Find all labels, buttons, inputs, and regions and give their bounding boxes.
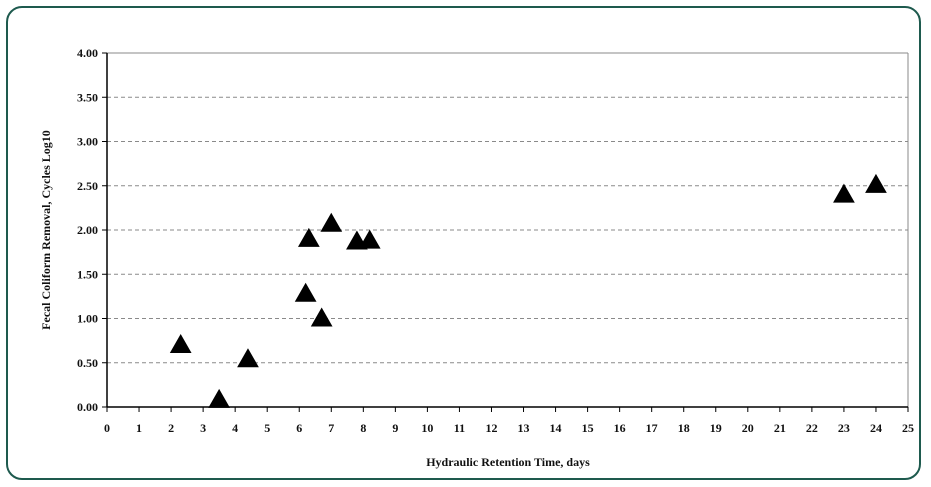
gridlines (107, 52, 908, 364)
x-tick-label-20: 20 (742, 421, 754, 435)
data-points (169, 173, 887, 408)
chart-frame (6, 6, 921, 480)
y-tick-label-4: 2.00 (77, 223, 98, 237)
data-point-0-10 (865, 173, 887, 193)
data-point-0-0 (169, 334, 192, 354)
x-tick-label-19: 19 (710, 421, 722, 435)
data-point-0-5 (310, 307, 333, 327)
axes (102, 52, 909, 412)
x-tick-label-17: 17 (646, 421, 658, 435)
x-tick-label-8: 8 (360, 421, 366, 435)
x-tick-label-0: 0 (104, 421, 110, 435)
x-tick-label-13: 13 (518, 421, 530, 435)
x-tick-label-22: 22 (806, 421, 818, 435)
x-tick-label-15: 15 (582, 421, 594, 435)
x-tick-label-2: 2 (168, 421, 174, 435)
x-axis-title: Hydraulic Retention Time, days (426, 455, 590, 469)
x-tick-label-11: 11 (454, 421, 465, 435)
y-tick-label-1: 0.50 (77, 356, 98, 370)
x-tick-label-23: 23 (838, 421, 850, 435)
y-tick-label-2: 1.00 (77, 312, 98, 326)
y-tick-label-7: 3.50 (77, 90, 98, 104)
x-tick-label-25: 25 (902, 421, 914, 435)
x-tick-label-5: 5 (264, 421, 270, 435)
x-tick-label-4: 4 (232, 421, 238, 435)
x-tick-label-14: 14 (550, 421, 562, 435)
x-tick-label-3: 3 (200, 421, 206, 435)
y-tick-label-6: 3.00 (77, 135, 98, 149)
x-tick-label-7: 7 (328, 421, 334, 435)
x-tick-label-24: 24 (870, 421, 882, 435)
x-tick-labels: 0 1 2 3 4 5 6 7 8 9 10 11 12 13 14 15 16 17 18 19 20 21 22 23 24… (104, 421, 914, 435)
data-point-0-1 (208, 388, 231, 408)
x-tick-label-6: 6 (296, 421, 302, 435)
data-point-0-2 (237, 348, 259, 368)
x-tick-label-10: 10 (421, 421, 433, 435)
data-point-0-8 (358, 229, 381, 249)
data-point-0-9 (833, 183, 855, 203)
data-point-0-3 (294, 282, 317, 302)
data-point-0-6 (320, 212, 343, 232)
data-point-0-4 (297, 227, 320, 247)
x-tick-label-12: 12 (485, 421, 497, 435)
y-tick-labels: 0.00 0.50 1.00 1.50 2.00 2.50 3.00 3.50 4.00 (77, 46, 98, 414)
x-tick-label-9: 9 (392, 421, 398, 435)
y-tick-label-8: 4.00 (77, 46, 98, 60)
x-tick-label-16: 16 (614, 421, 626, 435)
y-tick-label-5: 2.50 (77, 179, 98, 193)
x-tick-label-21: 21 (774, 421, 786, 435)
x-tick-label-1: 1 (136, 421, 142, 435)
y-axis-title: Fecal Coliform Removal, Cycles Log10 (39, 130, 53, 330)
y-tick-label-0: 0.00 (77, 400, 98, 414)
x-tick-label-18: 18 (678, 421, 690, 435)
y-tick-label-3: 1.50 (77, 267, 98, 281)
